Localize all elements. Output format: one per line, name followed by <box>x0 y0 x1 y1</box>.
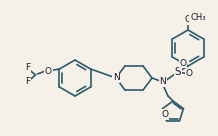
Text: F: F <box>25 78 30 86</box>
Text: O: O <box>184 16 191 24</box>
Text: F: F <box>25 64 30 72</box>
Text: N: N <box>113 73 119 83</box>
Text: O: O <box>161 110 168 119</box>
Text: O: O <box>186 69 192 78</box>
Text: CH₃: CH₃ <box>190 13 206 22</box>
Text: N: N <box>160 78 166 86</box>
Text: O: O <box>179 58 187 67</box>
Text: S: S <box>175 67 181 77</box>
Text: O: O <box>45 67 52 75</box>
Text: N: N <box>113 73 119 83</box>
